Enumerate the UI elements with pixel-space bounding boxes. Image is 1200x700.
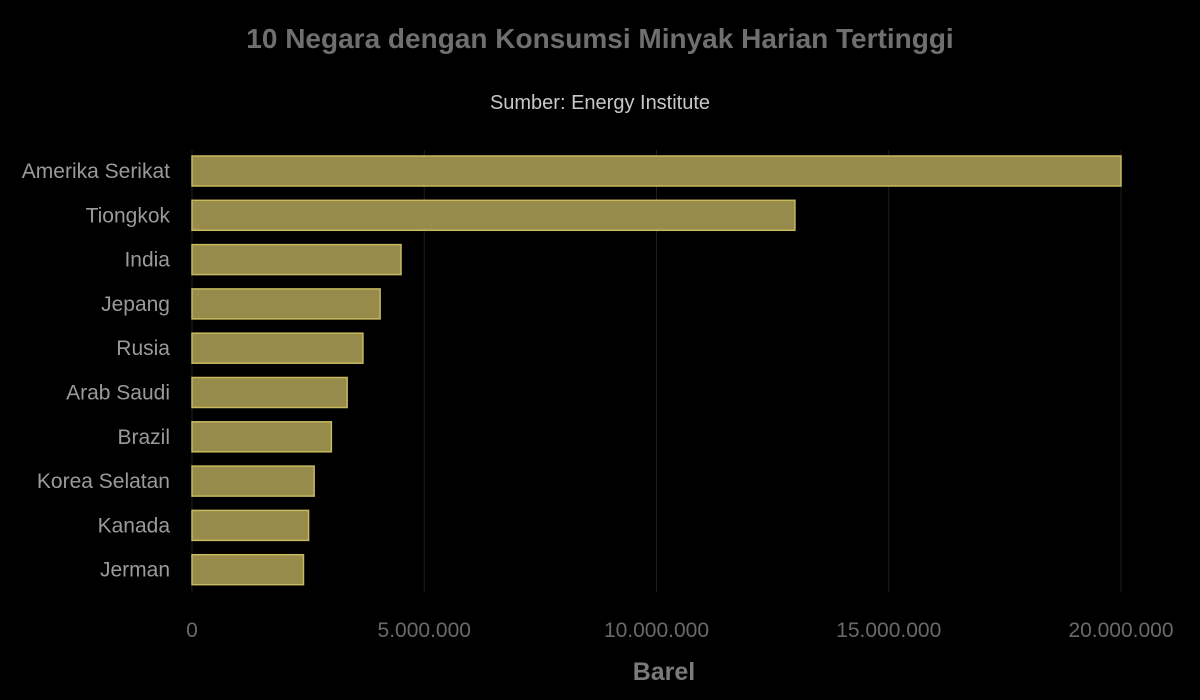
bar: [191, 376, 348, 409]
chart-subtitle: Sumber: Energy Institute: [490, 92, 710, 114]
category-label: Rusia: [116, 337, 170, 360]
bar: [191, 553, 305, 586]
category-label: Kanada: [98, 514, 171, 537]
bar: [191, 332, 364, 364]
category-labels: Amerika Serikat Tiongkok India Jepang Rusia A…: [22, 160, 171, 582]
x-tick-label: 15.000.000: [836, 619, 941, 642]
bar: [191, 421, 333, 453]
x-tick-label: 20.000.000: [1068, 619, 1173, 642]
bar: [191, 288, 381, 320]
x-axis-ticks: 0 5.000.000 10.000.000 15.000.000 20.000.000: [186, 619, 1173, 642]
bar: [191, 243, 402, 276]
x-tick-label: 0: [186, 619, 198, 642]
bar: [191, 155, 1122, 187]
x-tick-label: 5.000.000: [378, 619, 471, 642]
chart-title: 10 Negara dengan Konsumsi Minyak Harian …: [246, 23, 953, 54]
category-label: Brazil: [117, 426, 170, 449]
category-label: India: [124, 249, 170, 272]
category-label: Korea Selatan: [37, 470, 170, 493]
category-label: Arab Saudi: [66, 382, 170, 405]
bar: [191, 199, 796, 232]
x-tick-label: 10.000.000: [604, 619, 709, 642]
category-label: Tiongkok: [86, 204, 171, 227]
category-label: Jepang: [101, 293, 170, 316]
bar: [191, 465, 315, 497]
category-label: Jerman: [100, 559, 170, 582]
x-axis-title: Barel: [633, 658, 696, 686]
bar: [191, 509, 310, 542]
bars: [191, 155, 1122, 586]
category-label: Amerika Serikat: [22, 160, 170, 183]
